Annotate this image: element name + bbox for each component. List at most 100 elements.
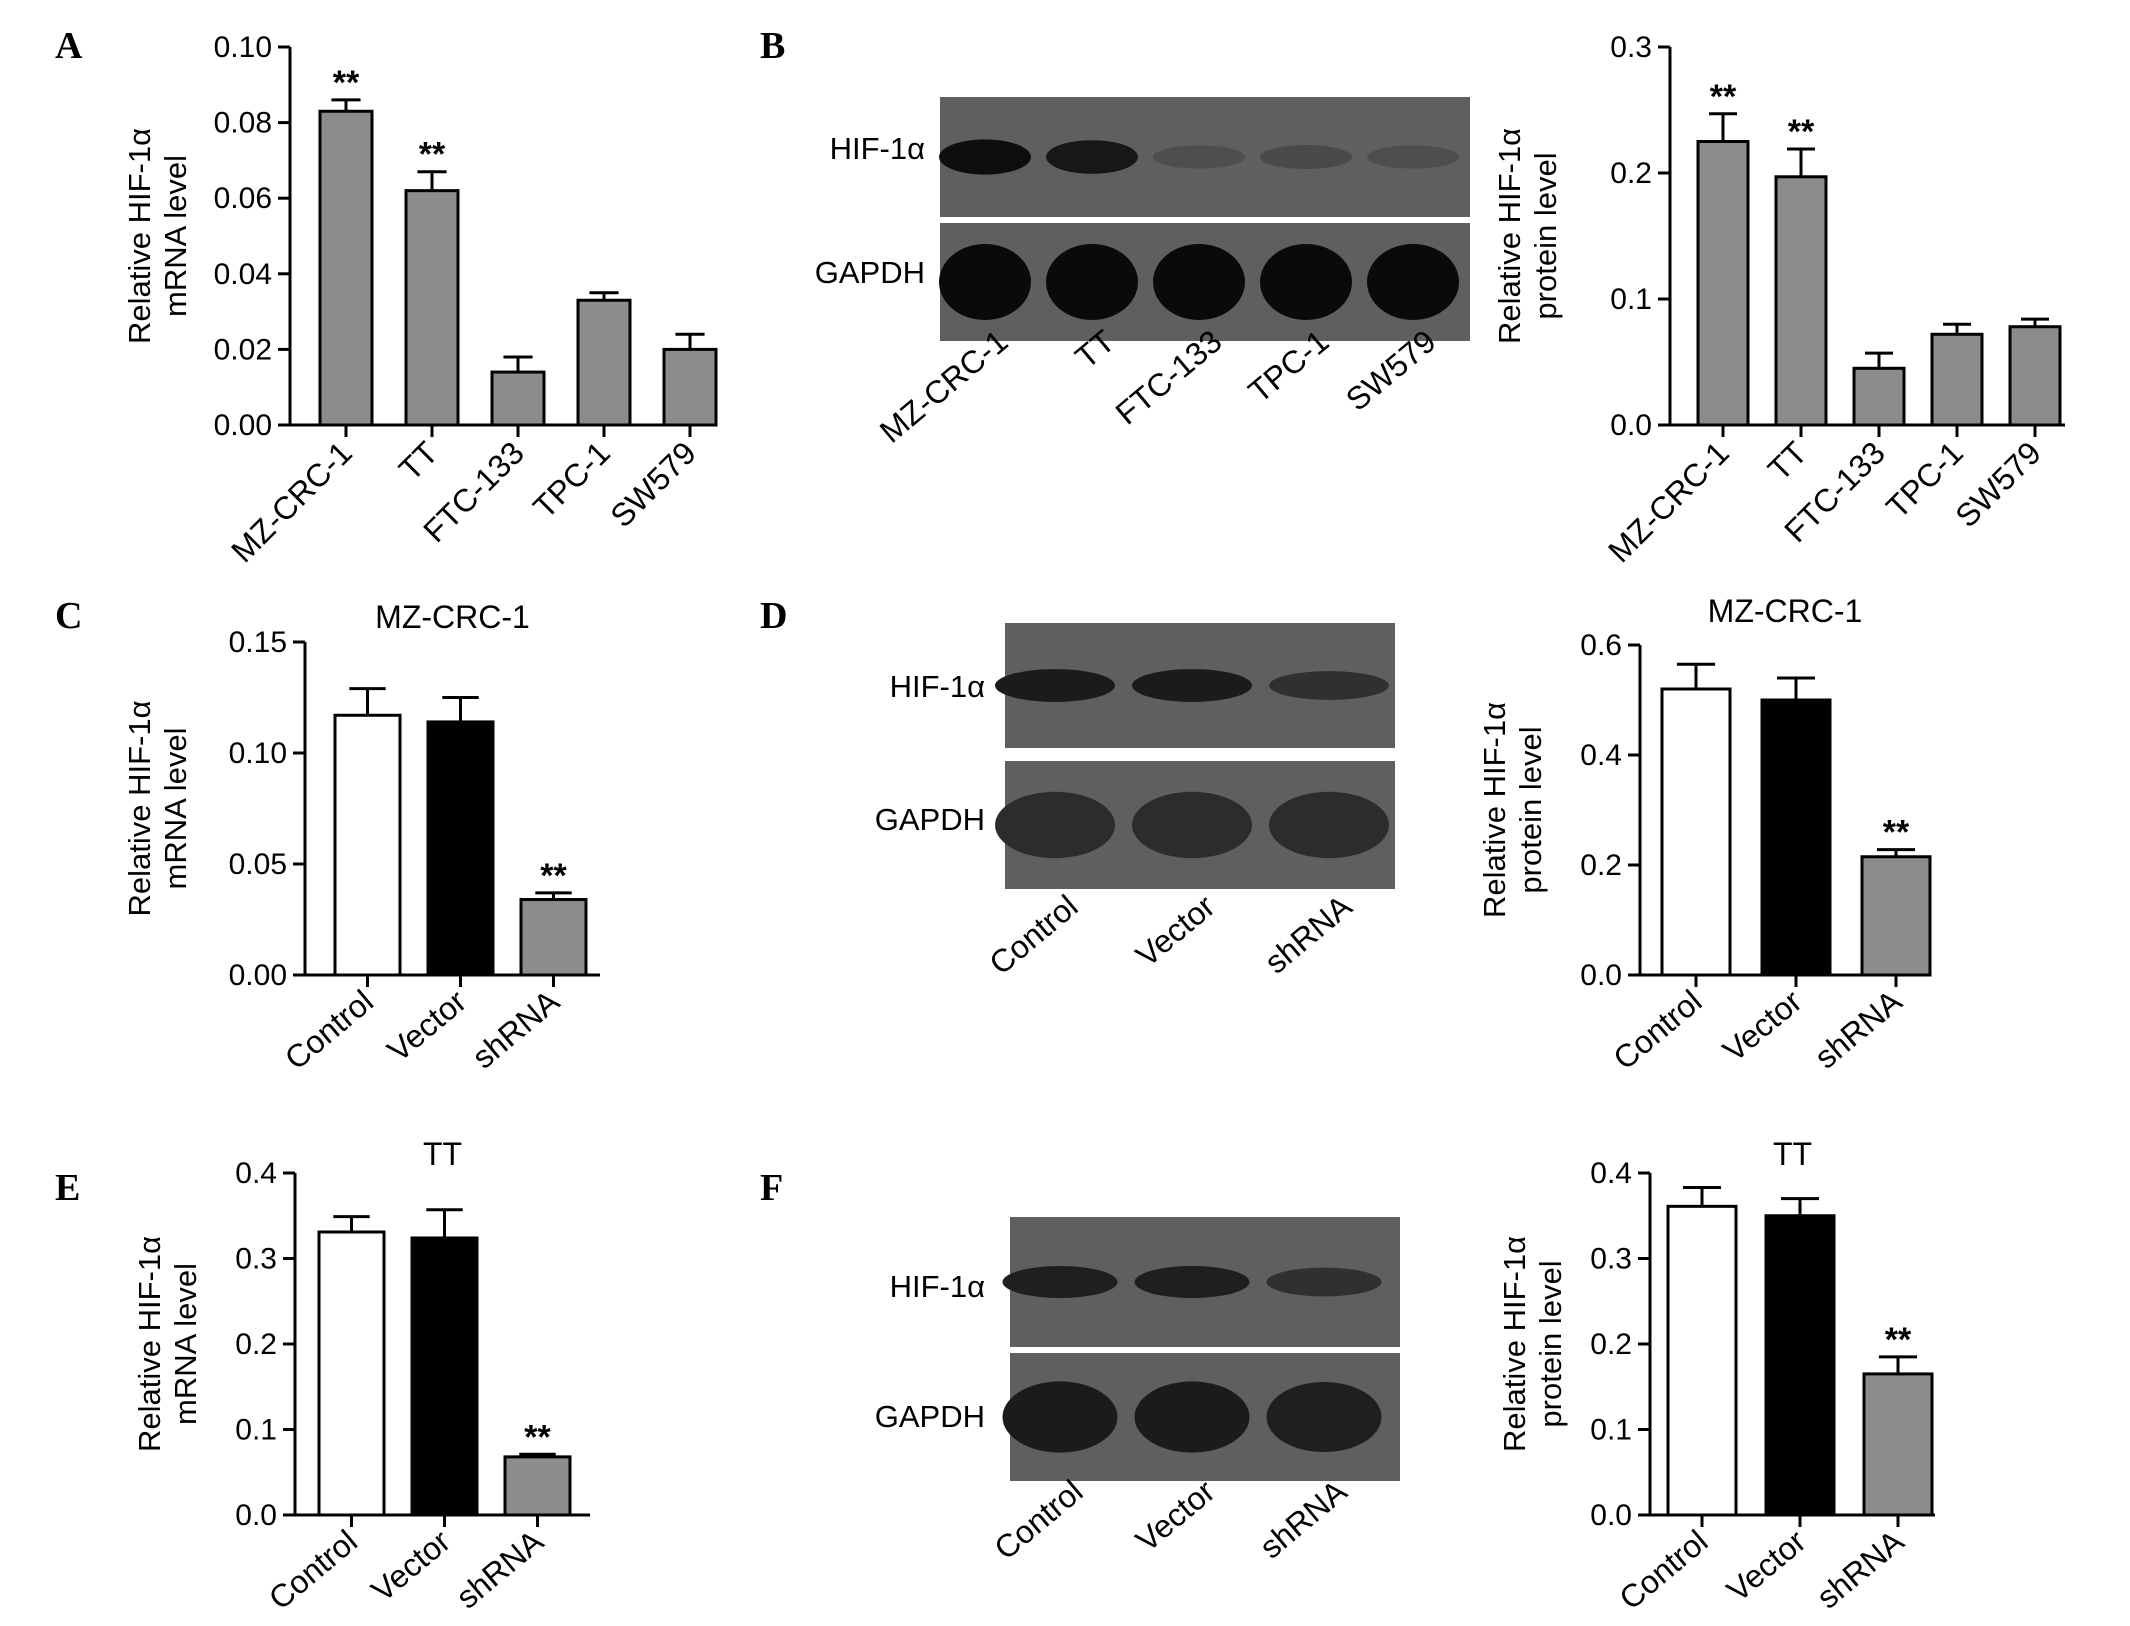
y-tick-label: 0.1 <box>1590 1414 1632 1447</box>
panel-letter: A <box>55 25 83 67</box>
x-tick-label: Vector <box>1720 1523 1813 1609</box>
blot-lane-label: MZ-CRC-1 <box>873 323 1015 450</box>
y-axis-label-line: protein level <box>1513 726 1548 893</box>
bar <box>490 370 546 427</box>
bar <box>317 1230 386 1517</box>
blot-band <box>1367 244 1459 320</box>
y-tick-label: 0.6 <box>1580 629 1622 662</box>
blot-row-label: GAPDH <box>815 255 925 290</box>
blot-band <box>1132 791 1252 859</box>
significance-label: ** <box>1885 1321 1912 1359</box>
y-axis-label-line: Relative HIF-1α <box>132 1236 167 1452</box>
x-tick-label: Vector <box>1716 983 1809 1069</box>
blot-band <box>1260 145 1352 169</box>
significance-label: ** <box>419 136 446 174</box>
blot-band <box>1153 145 1245 169</box>
y-tick-label: 0.0 <box>1590 1499 1632 1532</box>
y-axis-label-line: Relative HIF-1α <box>122 700 157 916</box>
blot-row-label: HIF-1α <box>830 131 926 166</box>
blot-lane-label: Control <box>982 888 1084 982</box>
x-tick-label: Control <box>278 983 380 1077</box>
chart-title: TT <box>1773 1136 1812 1172</box>
blot-band <box>939 139 1031 175</box>
chart-panel-C: C 0.00 0.05 0.10 0.15 Relative HIF-1α mRNA lev… <box>55 595 600 1077</box>
y-tick-label: 0.10 <box>214 31 272 64</box>
y-tick-label: 0.2 <box>1610 157 1652 190</box>
blot-band <box>1367 145 1459 169</box>
bar <box>1930 332 1984 427</box>
x-tick-label: TT <box>392 434 445 487</box>
bar <box>1852 366 1906 427</box>
bar <box>503 1455 572 1517</box>
panel-letter: B <box>760 25 785 67</box>
blot-lane-label: Vector <box>1129 1473 1222 1559</box>
blot-band <box>1002 1381 1118 1453</box>
western-blot-F: HIF-1α GAPDH Control Vector shRNA <box>875 1217 1400 1567</box>
y-axis-label-line: Relative HIF-1α <box>1492 128 1527 344</box>
bar <box>1764 1214 1836 1517</box>
chart-panel-A: A 0.00 0.02 0.04 0.06 0.08 0.10 Relative HIF-1α… <box>55 25 718 569</box>
y-tick-label: 0.4 <box>235 1157 277 1190</box>
y-axis-label: Relative HIF-1α mRNA level <box>132 1236 203 1452</box>
blot-band <box>1260 244 1352 320</box>
chart-title: MZ-CRC-1 <box>375 599 530 635</box>
x-tick-label: shRNA <box>449 1522 550 1615</box>
blot-band <box>1269 671 1389 700</box>
y-axis-label-line: Relative HIF-1α <box>1497 1236 1532 1452</box>
y-axis-label: Relative HIF-1α protein level <box>1492 128 1563 344</box>
x-tick-label: Vector <box>380 983 473 1069</box>
y-tick-label: 0.4 <box>1580 739 1622 772</box>
y-axis-label: Relative HIF-1α protein level <box>1497 1236 1568 1452</box>
bar <box>662 347 718 427</box>
y-tick-label: 0.4 <box>1590 1157 1632 1190</box>
y-axis-label-line: protein level <box>1533 1260 1568 1427</box>
y-tick-label: 0.08 <box>214 107 272 140</box>
significance-label: ** <box>1788 113 1815 151</box>
x-tick-label: MZ-CRC-1 <box>224 434 359 569</box>
x-tick-label: TT <box>1761 434 1814 487</box>
y-tick-label: 0.2 <box>1590 1328 1632 1361</box>
significance-label: ** <box>333 64 360 102</box>
bar <box>333 713 402 977</box>
blot-band <box>995 791 1115 859</box>
x-tick-label: shRNA <box>1808 982 1909 1075</box>
y-tick-label: 0.3 <box>1610 31 1652 64</box>
significance-label: ** <box>524 1418 551 1456</box>
significance-label: ** <box>1883 814 1910 852</box>
y-tick-label: 0.06 <box>214 182 272 215</box>
panel-letter: E <box>55 1167 80 1209</box>
x-tick-label: shRNA <box>1810 1522 1911 1615</box>
blot-band <box>1269 791 1389 859</box>
blot-band <box>1132 669 1252 702</box>
blot-row-label: GAPDH <box>875 1399 985 1434</box>
bar <box>519 898 588 977</box>
bar <box>318 109 374 427</box>
x-tick-label: shRNA <box>465 982 566 1075</box>
bar <box>426 720 495 977</box>
blot-lane-label: shRNA <box>1258 887 1359 980</box>
blot-band <box>1134 1266 1250 1298</box>
y-axis-label-line: protein level <box>1528 152 1563 319</box>
bar <box>2008 325 2062 427</box>
blot-band <box>1266 1382 1382 1452</box>
blot-band <box>1153 244 1245 320</box>
blot-row-label: HIF-1α <box>890 1269 986 1304</box>
blot-lane-label: Vector <box>1129 888 1222 974</box>
y-axis-label-line: mRNA level <box>168 1263 203 1425</box>
blot-band <box>1046 244 1138 320</box>
blot-row-label: GAPDH <box>875 802 985 837</box>
panel-letter: C <box>55 595 82 637</box>
significance-label: ** <box>1710 78 1737 116</box>
y-tick-label: 0.02 <box>214 333 272 366</box>
y-tick-label: 0.10 <box>229 737 287 770</box>
y-tick-label: 0.0 <box>1580 959 1622 992</box>
panel-letter: F <box>760 1167 783 1209</box>
y-tick-label: 0.2 <box>1580 849 1622 882</box>
x-tick-label: Control <box>1612 1523 1714 1617</box>
chart-title: MZ-CRC-1 <box>1708 593 1863 629</box>
y-tick-label: 0.0 <box>235 1499 277 1532</box>
y-axis-label: Relative HIF-1α mRNA level <box>122 700 193 916</box>
panel-letter: D <box>760 595 787 637</box>
